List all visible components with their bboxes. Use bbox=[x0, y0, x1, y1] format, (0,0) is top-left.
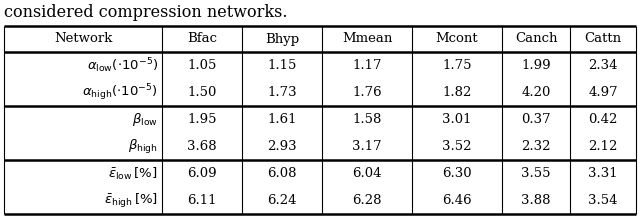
Text: 3.55: 3.55 bbox=[521, 167, 551, 180]
Text: 6.28: 6.28 bbox=[352, 194, 381, 207]
Text: Canch: Canch bbox=[515, 32, 557, 46]
Text: 2.93: 2.93 bbox=[267, 140, 297, 153]
Text: 1.50: 1.50 bbox=[188, 86, 217, 99]
Text: 1.15: 1.15 bbox=[268, 59, 297, 72]
Text: 3.52: 3.52 bbox=[442, 140, 472, 153]
Text: 4.97: 4.97 bbox=[588, 86, 618, 99]
Text: 6.46: 6.46 bbox=[442, 194, 472, 207]
Text: 6.04: 6.04 bbox=[352, 167, 381, 180]
Text: 6.09: 6.09 bbox=[187, 167, 217, 180]
Text: 3.01: 3.01 bbox=[442, 113, 472, 126]
Text: $\alpha_{\mathrm{high}}(\cdot10^{-5})$: $\alpha_{\mathrm{high}}(\cdot10^{-5})$ bbox=[83, 82, 158, 103]
Text: $\alpha_{\mathrm{low}}(\cdot10^{-5})$: $\alpha_{\mathrm{low}}(\cdot10^{-5})$ bbox=[86, 56, 158, 75]
Text: 6.24: 6.24 bbox=[268, 194, 297, 207]
Text: 0.42: 0.42 bbox=[588, 113, 618, 126]
Text: 1.17: 1.17 bbox=[352, 59, 381, 72]
Text: 2.12: 2.12 bbox=[588, 140, 618, 153]
Text: 6.30: 6.30 bbox=[442, 167, 472, 180]
Text: Network: Network bbox=[54, 32, 112, 46]
Text: 0.37: 0.37 bbox=[521, 113, 551, 126]
Text: 6.11: 6.11 bbox=[188, 194, 217, 207]
Text: 1.73: 1.73 bbox=[267, 86, 297, 99]
Text: Bhyp: Bhyp bbox=[265, 32, 299, 46]
Text: Mmean: Mmean bbox=[342, 32, 392, 46]
Text: 1.61: 1.61 bbox=[268, 113, 297, 126]
Text: 1.05: 1.05 bbox=[188, 59, 217, 72]
Text: 1.95: 1.95 bbox=[188, 113, 217, 126]
Text: $\bar{\varepsilon}_{\mathrm{low}}\,[\%]$: $\bar{\varepsilon}_{\mathrm{low}}\,[\%]$ bbox=[109, 165, 158, 182]
Text: 1.99: 1.99 bbox=[521, 59, 551, 72]
Text: considered compression networks.: considered compression networks. bbox=[4, 4, 287, 21]
Text: $\beta_{\mathrm{high}}$: $\beta_{\mathrm{high}}$ bbox=[128, 137, 158, 155]
Text: Bfac: Bfac bbox=[187, 32, 217, 46]
Text: 1.58: 1.58 bbox=[352, 113, 381, 126]
Text: 6.08: 6.08 bbox=[268, 167, 297, 180]
Text: 3.88: 3.88 bbox=[521, 194, 551, 207]
Text: 3.54: 3.54 bbox=[588, 194, 618, 207]
Text: 1.75: 1.75 bbox=[442, 59, 472, 72]
Text: 1.76: 1.76 bbox=[352, 86, 382, 99]
Text: Mcont: Mcont bbox=[436, 32, 478, 46]
Text: 3.31: 3.31 bbox=[588, 167, 618, 180]
Text: 4.20: 4.20 bbox=[522, 86, 550, 99]
Text: Cattn: Cattn bbox=[584, 32, 621, 46]
Text: 1.82: 1.82 bbox=[442, 86, 472, 99]
Text: 3.68: 3.68 bbox=[187, 140, 217, 153]
Text: 2.32: 2.32 bbox=[521, 140, 551, 153]
Text: 3.17: 3.17 bbox=[352, 140, 382, 153]
Text: $\bar{\varepsilon}_{\mathrm{high}}\,[\%]$: $\bar{\varepsilon}_{\mathrm{high}}\,[\%]… bbox=[104, 192, 158, 210]
Text: 2.34: 2.34 bbox=[588, 59, 618, 72]
Text: $\beta_{\mathrm{low}}$: $\beta_{\mathrm{low}}$ bbox=[132, 111, 158, 128]
